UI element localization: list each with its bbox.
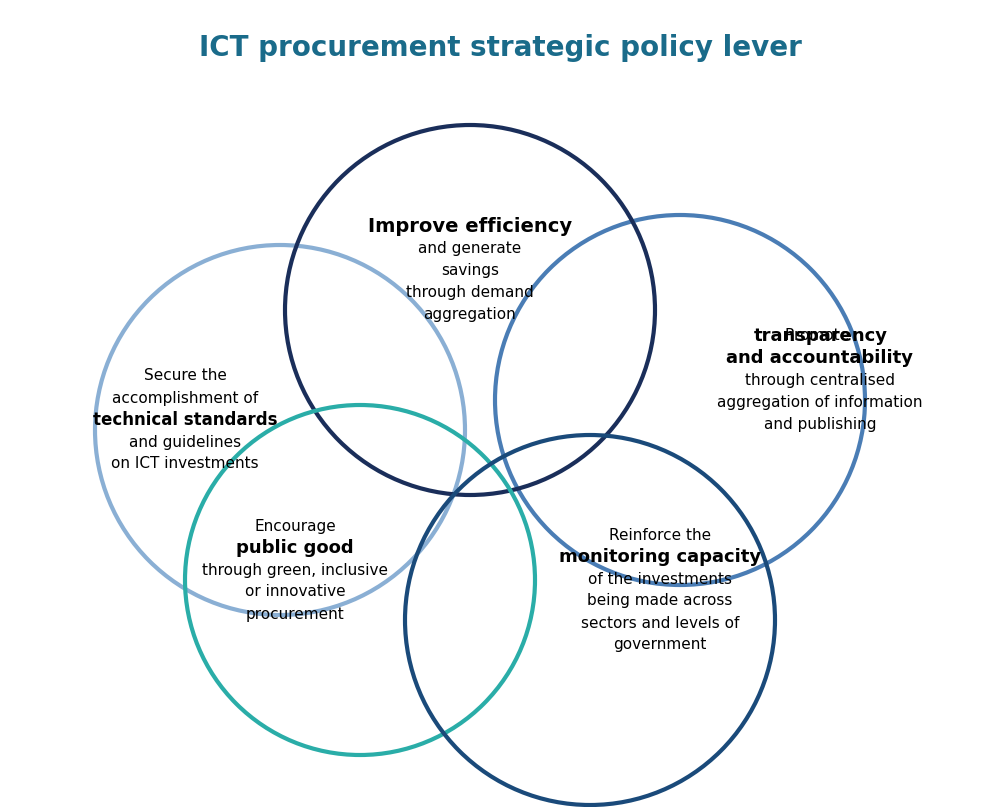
Text: or innovative: or innovative: [245, 584, 345, 600]
Text: technical standards: technical standards: [93, 411, 277, 429]
Text: and generate: and generate: [418, 240, 522, 256]
Text: and accountability: and accountability: [726, 349, 914, 367]
Text: sectors and levels of: sectors and levels of: [581, 616, 739, 630]
Text: Improve efficiency: Improve efficiency: [368, 216, 572, 236]
Text: through demand: through demand: [406, 285, 534, 299]
Text: through centralised: through centralised: [745, 373, 895, 387]
Text: monitoring capacity: monitoring capacity: [559, 548, 761, 566]
Text: Secure the: Secure the: [144, 369, 226, 383]
Text: Promote: Promote: [785, 328, 854, 344]
Text: aggregation: aggregation: [424, 307, 516, 321]
Text: of the investments: of the investments: [588, 571, 732, 587]
Text: and publishing: and publishing: [764, 416, 876, 432]
Text: Reinforce the: Reinforce the: [609, 528, 711, 542]
Text: on ICT investments: on ICT investments: [111, 457, 259, 471]
Text: through green, inclusive: through green, inclusive: [202, 562, 388, 578]
Text: government: government: [613, 638, 707, 653]
Text: transparency: transparency: [754, 327, 888, 345]
Text: ICT procurement strategic policy lever: ICT procurement strategic policy lever: [199, 34, 801, 62]
Text: savings: savings: [441, 262, 499, 278]
Text: public good: public good: [236, 539, 354, 557]
Text: Encourage: Encourage: [254, 519, 336, 533]
Text: being made across: being made across: [587, 593, 733, 608]
Text: procurement: procurement: [246, 607, 344, 621]
Text: and guidelines: and guidelines: [129, 434, 241, 449]
Text: aggregation of information: aggregation of information: [717, 395, 923, 409]
Text: accomplishment of: accomplishment of: [112, 391, 258, 405]
